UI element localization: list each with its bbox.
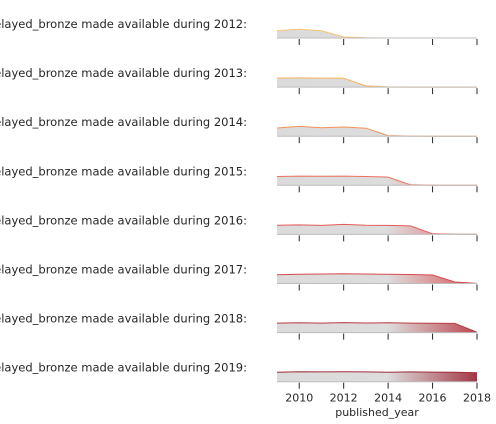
- row-label: delayed_bronze made available during 201…: [0, 115, 247, 129]
- ridge-row: delayed_bronze made available during 201…: [0, 361, 478, 389]
- ridge-area: [277, 224, 477, 235]
- ridge-row: delayed_bronze made available during 201…: [0, 263, 478, 291]
- ridge-row: delayed_bronze made available during 201…: [0, 213, 478, 242]
- row-label: delayed_bronze made available during 201…: [0, 66, 247, 80]
- ridge-line: [276, 371, 478, 374]
- x-axis-title: published_year: [335, 406, 419, 419]
- ridge-line: [276, 273, 478, 284]
- row-label: delayed_bronze made available during 201…: [0, 263, 247, 277]
- x-tick-label: 2016: [419, 392, 447, 405]
- x-tick-label: 2010: [285, 392, 313, 405]
- ridge-row: delayed_bronze made available during 201…: [0, 164, 478, 193]
- ridge-area: [277, 29, 477, 38]
- row-label: delayed_bronze made available during 201…: [0, 361, 247, 375]
- row-label: delayed_bronze made available during 201…: [0, 17, 247, 31]
- ridge-area: [277, 77, 477, 88]
- row-label: delayed_bronze made available during 201…: [0, 213, 247, 227]
- chart-rows: delayed_bronze made available during 201…: [0, 17, 478, 389]
- ridge-area: [277, 273, 477, 284]
- ridge-line: [276, 322, 478, 333]
- x-tick-label: 2012: [330, 392, 358, 405]
- ridge-row: delayed_bronze made available during 201…: [0, 17, 478, 45]
- x-axis: 2010 2012 2014 2016 2018: [285, 392, 491, 405]
- ridge-row: delayed_bronze made available during 201…: [0, 312, 478, 340]
- ridge-area: [277, 176, 477, 186]
- ridge-area: [277, 126, 477, 137]
- x-tick-label: 2014: [374, 392, 402, 405]
- row-label: delayed_bronze made available during 201…: [0, 312, 247, 326]
- ridge-area: [277, 371, 477, 382]
- ridge-row: delayed_bronze made available during 201…: [0, 115, 478, 144]
- ridge-row: delayed_bronze made available during 201…: [0, 66, 478, 95]
- row-label: delayed_bronze made available during 201…: [0, 164, 247, 178]
- ridge-area: [277, 322, 477, 333]
- x-tick-label: 2018: [463, 392, 491, 405]
